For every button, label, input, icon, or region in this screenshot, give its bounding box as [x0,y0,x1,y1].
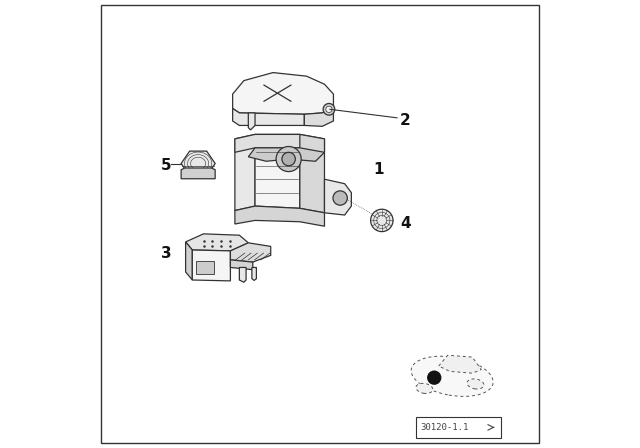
Polygon shape [235,134,324,152]
FancyBboxPatch shape [417,417,502,438]
Polygon shape [239,267,246,282]
Polygon shape [230,260,253,270]
Ellipse shape [467,379,484,389]
Polygon shape [300,134,324,213]
Polygon shape [248,148,324,161]
Polygon shape [252,267,257,280]
Polygon shape [186,234,248,251]
Circle shape [371,209,393,232]
Polygon shape [230,243,271,262]
Polygon shape [235,206,324,226]
Text: 5: 5 [161,158,172,173]
Polygon shape [181,151,215,176]
Polygon shape [233,108,305,125]
Polygon shape [439,355,481,373]
Polygon shape [181,168,215,179]
Text: 30120-1.1: 30120-1.1 [420,423,468,432]
Text: 4: 4 [401,215,412,231]
Circle shape [427,370,442,385]
Circle shape [333,191,348,205]
Polygon shape [192,250,230,281]
Polygon shape [305,108,333,126]
Circle shape [326,106,332,112]
Circle shape [323,103,335,115]
Polygon shape [233,73,333,114]
Ellipse shape [412,356,493,396]
Circle shape [276,146,301,172]
Text: 1: 1 [373,162,383,177]
Polygon shape [248,113,255,130]
Polygon shape [186,242,192,280]
Text: 2: 2 [400,113,410,129]
FancyBboxPatch shape [196,261,214,274]
Circle shape [282,152,296,166]
Text: 3: 3 [161,246,172,261]
Polygon shape [255,134,300,208]
Polygon shape [235,134,255,211]
Ellipse shape [416,383,433,393]
Polygon shape [324,179,351,215]
